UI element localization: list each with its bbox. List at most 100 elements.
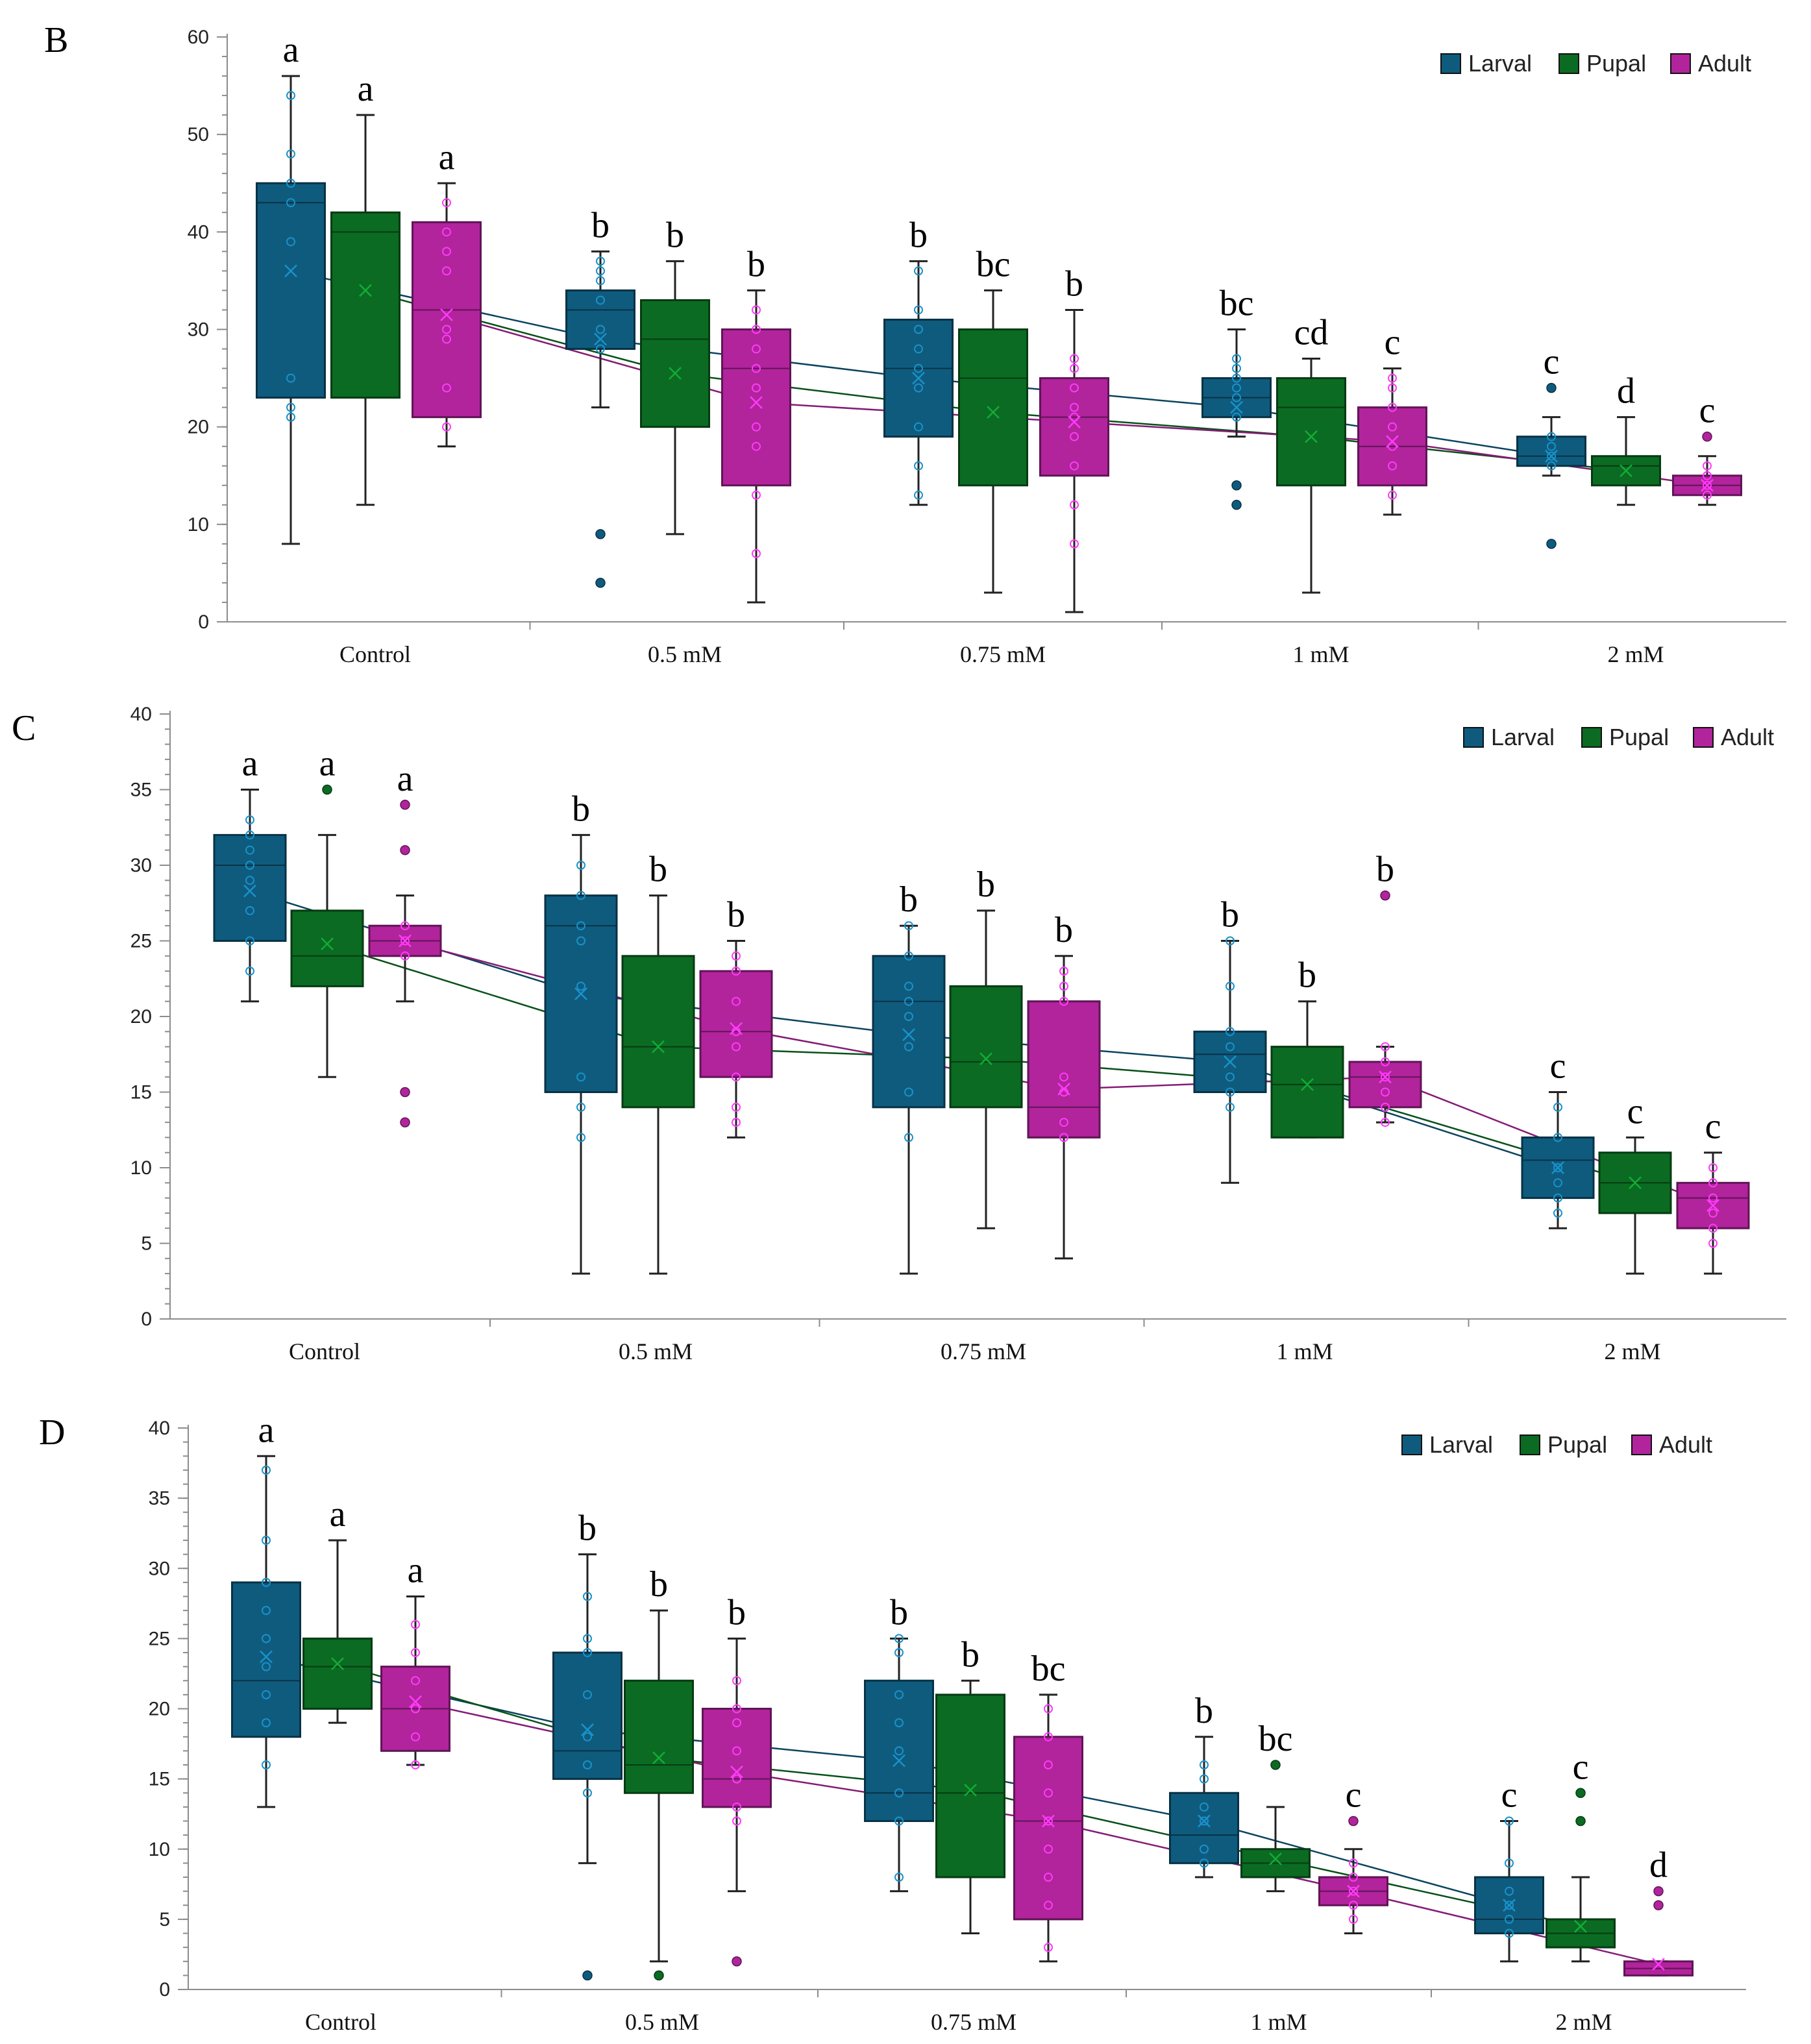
significance-label: cd [1294, 313, 1329, 353]
data-point [1232, 363, 1241, 373]
box-larval: b [552, 1508, 622, 1981]
data-point [1381, 1118, 1390, 1127]
data-point [1703, 461, 1712, 471]
mean-marker [331, 1657, 344, 1671]
data-point [442, 383, 451, 393]
data-point [914, 383, 923, 393]
iqr-box [213, 833, 287, 942]
data-point [583, 1690, 592, 1699]
outlier-point [1231, 500, 1242, 510]
mean-marker [594, 332, 607, 346]
data-point [411, 1704, 420, 1714]
significance-label: c [1346, 1775, 1362, 1816]
data-point [1505, 1886, 1514, 1896]
box-pupal: bc [1240, 1719, 1311, 1893]
data-point [583, 1648, 592, 1657]
data-point [732, 1102, 741, 1112]
y-tick-label: 40 [149, 1418, 170, 1439]
data-point [576, 1133, 585, 1142]
box-pupal: bc [958, 244, 1028, 594]
y-tick-label: 30 [130, 855, 152, 876]
y-tick-label: 40 [130, 704, 152, 725]
outlier-point [322, 784, 332, 795]
legend-label-pupal: Pupal [1586, 50, 1646, 77]
data-point [576, 861, 585, 870]
mean-marker [440, 308, 453, 321]
data-point [576, 1072, 585, 1082]
data-point [752, 344, 761, 354]
box-pupal: b [935, 1634, 1005, 1934]
mean-marker [964, 1784, 977, 1797]
data-point [752, 422, 761, 432]
mean-marker [730, 1765, 743, 1779]
data-point [914, 461, 923, 471]
box-larval: a [256, 30, 326, 545]
data-point [583, 1760, 592, 1769]
box-larval: c [1474, 1775, 1544, 1963]
data-point [894, 1648, 904, 1657]
data-point [1388, 461, 1397, 471]
data-point [1349, 1873, 1358, 1882]
data-point [904, 996, 913, 1006]
y-tick-label: 0 [141, 1309, 152, 1330]
outlier-point [732, 1956, 742, 1967]
data-point [1505, 1914, 1514, 1924]
y-tick-label: 10 [188, 514, 209, 536]
data-point [1388, 373, 1397, 383]
data-point [1226, 936, 1235, 946]
significance-label: b [961, 1634, 979, 1675]
data-point [1388, 422, 1397, 432]
significance-label: b [1065, 264, 1083, 304]
data-point [732, 951, 741, 961]
legend-label-larval: Larval [1468, 50, 1532, 77]
significance-label: a [258, 1410, 275, 1450]
data-point [1505, 1858, 1514, 1868]
data-point [914, 266, 923, 276]
box-pupal: b [1270, 955, 1344, 1139]
data-point [894, 1788, 904, 1798]
x-tick-label: 1 mM [1276, 1338, 1333, 1364]
data-point [732, 1746, 741, 1756]
significance-label: b [1221, 895, 1239, 935]
mean-marker [1652, 1958, 1665, 1971]
data-point [245, 815, 254, 825]
panel-letter: B [44, 20, 68, 60]
box-larval: c [1516, 342, 1586, 549]
mean-marker [284, 264, 297, 278]
data-point [583, 1788, 592, 1798]
mean-marker [359, 284, 372, 297]
y-tick-label: 40 [188, 221, 209, 243]
data-point [1070, 363, 1079, 373]
data-point [411, 1732, 420, 1742]
legend-label-adult: Adult [1721, 724, 1774, 750]
box-larval: a [213, 744, 287, 1003]
data-point [1708, 1224, 1718, 1233]
mean-marker [893, 1754, 906, 1767]
data-point [1349, 1914, 1358, 1924]
data-point [1200, 1816, 1209, 1826]
iqr-box [935, 1693, 1005, 1878]
data-point [596, 266, 605, 276]
legend-swatch-adult [1693, 727, 1714, 748]
panel-B: B 0 10 20 30 40 50 60 Control 0.5 mM 0.75 mM 1 mM 2 … [44, 20, 1786, 667]
data-point [400, 936, 410, 946]
box-adult: a [380, 1551, 450, 1769]
data-point [1381, 1102, 1390, 1112]
significance-label: c [1699, 391, 1716, 431]
box-adult: b [721, 244, 791, 604]
data-point [1505, 1816, 1514, 1826]
mean-marker [399, 934, 412, 948]
mean-marker [1551, 1161, 1564, 1174]
data-point [1553, 1133, 1562, 1142]
data-point [752, 548, 761, 558]
box-adult: c [1676, 1107, 1750, 1275]
data-point [262, 1606, 271, 1616]
data-point [732, 1072, 741, 1082]
mean-marker [1379, 1070, 1392, 1084]
y-tick-label: 30 [149, 1558, 170, 1579]
data-point [1070, 432, 1079, 441]
y-tick-label: 5 [141, 1233, 152, 1255]
data-point [732, 1718, 741, 1728]
mean-marker [574, 987, 587, 1000]
